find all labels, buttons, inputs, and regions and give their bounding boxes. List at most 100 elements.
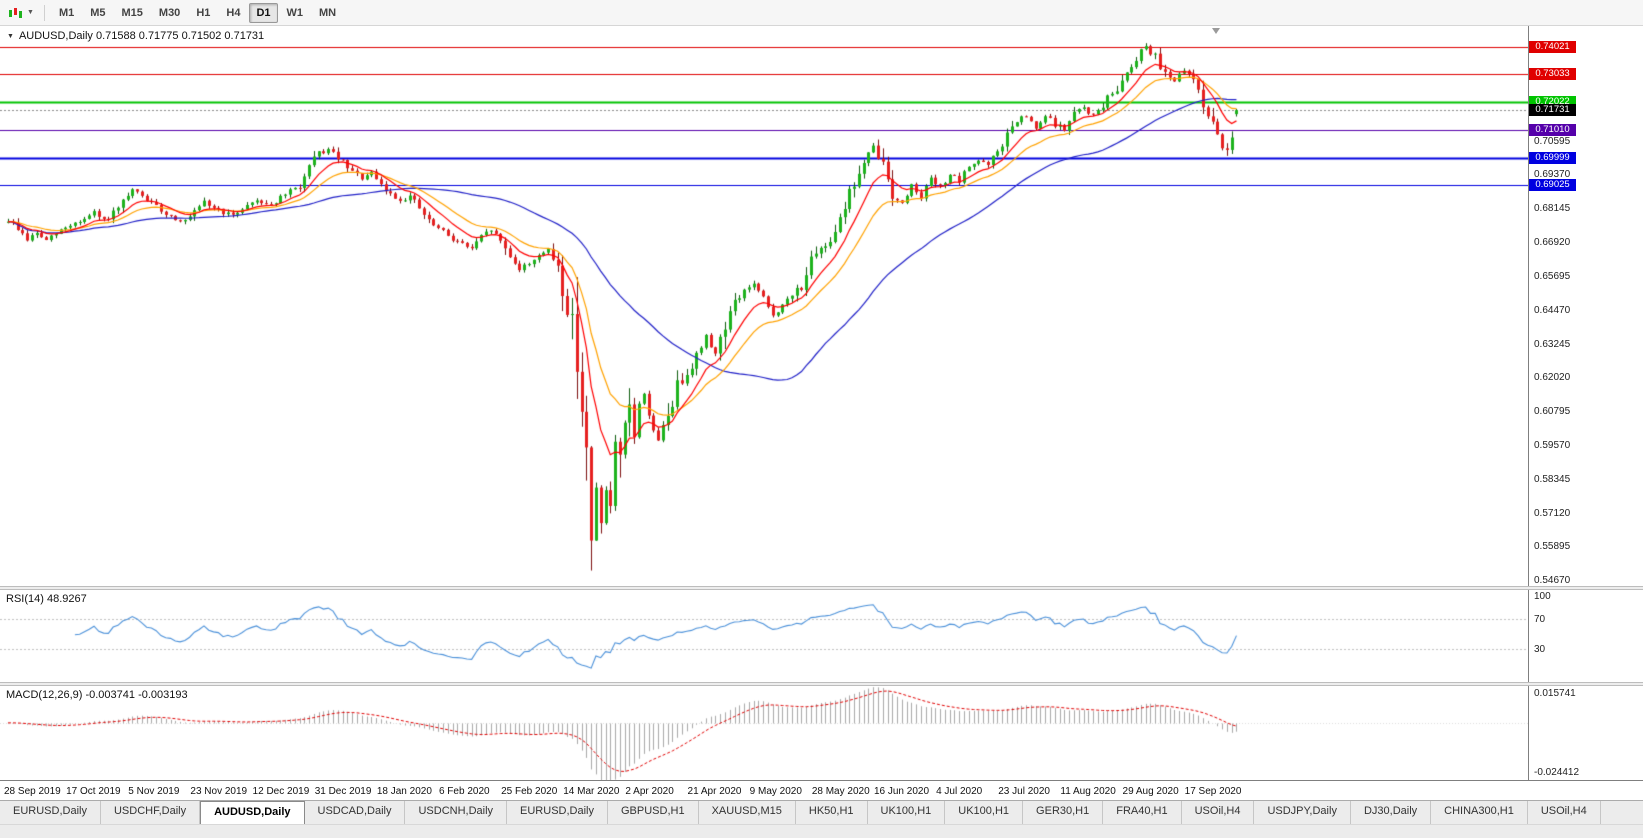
price-axis-label: 0.62020 — [1534, 372, 1571, 384]
chart-tab-dj30-daily[interactable]: DJ30,Daily — [1351, 801, 1432, 824]
price-axis-label: 0.65695 — [1534, 270, 1571, 282]
chart-tab-usdjpy-daily[interactable]: USDJPY,Daily — [1254, 801, 1351, 824]
macd-chart-canvas[interactable] — [0, 686, 1528, 780]
pane-divider-macd[interactable] — [0, 682, 1643, 686]
time-axis-label: 9 May 2020 — [749, 786, 802, 797]
price-axis-label: 0.70595 — [1534, 135, 1571, 147]
timeframe-button-d1[interactable]: D1 — [249, 2, 278, 23]
chart-tab-fra40-h1[interactable]: FRA40,H1 — [1103, 801, 1182, 824]
time-axis-label: 17 Oct 2019 — [66, 786, 121, 797]
top-toolbar: ▼ M1 M5 M15 M30 H1 H4 D1 W1 MN — [0, 0, 1643, 26]
price-axis-label: 0.60795 — [1534, 406, 1571, 418]
price-pane: ▼ AUDUSD,Daily 0.71588 0.71775 0.71502 0… — [0, 26, 1643, 586]
chart-tab-hk50-h1[interactable]: HK50,H1 — [796, 801, 868, 824]
chart-tab-china300-h1[interactable]: CHINA300,H1 — [1431, 801, 1528, 824]
price-axis-label: 0.69370 — [1534, 169, 1571, 181]
price-line-tag: 0.69025 — [1529, 178, 1576, 191]
price-chart-canvas[interactable] — [0, 26, 1528, 586]
macd-axis[interactable]: 0.015741 -0.024412 — [1528, 686, 1643, 780]
time-axis-label: 5 Nov 2019 — [128, 786, 180, 797]
price-line-tag: 0.69999 — [1529, 152, 1576, 165]
macd-plot: MACD(12,26,9) -0.003741 -0.003193 — [0, 686, 1528, 780]
rsi-indicator-label: RSI(14) 48.9267 — [6, 593, 87, 605]
time-axis-label: 25 Feb 2020 — [501, 786, 558, 797]
price-line-tag: 0.73033 — [1529, 68, 1576, 81]
rsi-axis-label: 30 — [1534, 644, 1546, 656]
price-axis[interactable]: 0.70595 0.69370 0.68145 0.66920 0.65695 0.644… — [1528, 26, 1643, 586]
time-axis-label: 29 Aug 2020 — [1122, 786, 1179, 797]
time-axis-label: 23 Jul 2020 — [998, 786, 1050, 797]
price-axis-label: 0.57120 — [1534, 507, 1571, 519]
chart-tab-eurusd-daily[interactable]: EURUSD,Daily — [0, 801, 101, 824]
chart-window: ▼ AUDUSD,Daily 0.71588 0.71775 0.71502 0… — [0, 26, 1643, 802]
chart-tab-usdcnh-daily[interactable]: USDCNH,Daily — [405, 801, 508, 824]
timeframe-button-h4[interactable]: H4 — [226, 6, 241, 19]
chart-tab-audusd-daily[interactable]: AUDUSD,Daily — [200, 801, 305, 824]
rsi-axis[interactable]: 100 70 30 — [1528, 590, 1643, 682]
price-line-tag: 0.74021 — [1529, 40, 1576, 53]
chart-shift-marker-icon[interactable] — [1212, 28, 1220, 34]
chart-tab-usoil-h4[interactable]: USOil,H4 — [1528, 801, 1601, 824]
chart-tab-ger30-h1[interactable]: GER30,H1 — [1023, 801, 1104, 824]
chart-type-icon[interactable] — [6, 5, 26, 21]
price-axis-label: 0.63245 — [1534, 338, 1571, 350]
time-axis-label: 4 Jul 2020 — [936, 786, 983, 797]
bid-price-tag: 0.71731 — [1529, 104, 1576, 117]
timeframe-button-m30[interactable]: M30 — [158, 6, 181, 19]
price-axis-label: 0.59570 — [1534, 440, 1571, 451]
chart-tab-uk100-h1[interactable]: UK100,H1 — [945, 801, 1024, 824]
time-axis-label: 16 Jun 2020 — [873, 786, 930, 797]
chart-tab-bar: EURUSD,Daily USDCHF,Daily AUDUSD,Daily USDC… — [0, 800, 1643, 824]
rsi-axis-label: 70 — [1534, 613, 1546, 625]
time-axis-label: 11 Aug 2020 — [1060, 786, 1116, 797]
price-axis-label: 0.66920 — [1534, 237, 1571, 249]
price-plot: ▼ AUDUSD,Daily 0.71588 0.71775 0.71502 0… — [0, 26, 1528, 586]
mini-candles-icon — [9, 7, 22, 18]
chart-type-dropdown-caret[interactable]: ▼ — [27, 9, 34, 16]
price-axis-label: 0.58345 — [1534, 473, 1571, 485]
price-line-tag: 0.71010 — [1529, 124, 1576, 137]
timeframe-button-mn[interactable]: MN — [319, 6, 337, 19]
price-axis-label: 0.68145 — [1534, 203, 1571, 215]
macd-axis-label-bottom: -0.024412 — [1534, 767, 1580, 778]
time-axis-label: 18 Jan 2020 — [376, 786, 432, 797]
chart-tab-usdcad-daily[interactable]: USDCAD,Daily — [305, 801, 406, 824]
chart-tab-eurusd-daily[interactable]: EURUSD,Daily — [507, 801, 608, 824]
rsi-axis-label: 100 — [1534, 591, 1551, 602]
pane-divider-rsi[interactable] — [0, 586, 1643, 590]
chart-tab-gbpusd-h1[interactable]: GBPUSD,H1 — [608, 801, 699, 824]
macd-indicator-label: MACD(12,26,9) -0.003741 -0.003193 — [6, 689, 188, 701]
chart-tab-uk100-h1[interactable]: UK100,H1 — [868, 801, 946, 824]
time-axis-label: 12 Dec 2019 — [252, 786, 310, 797]
chart-tab-usdchf-daily[interactable]: USDCHF,Daily — [101, 801, 201, 824]
macd-pane: MACD(12,26,9) -0.003741 -0.003193 0.0157… — [0, 686, 1643, 780]
time-axis-label: 28 May 2020 — [811, 786, 870, 797]
time-axis-label: 17 Sep 2020 — [1184, 786, 1242, 797]
timeframe-button-h1[interactable]: H1 — [196, 6, 211, 19]
timeframe-button-m5[interactable]: M5 — [90, 6, 106, 19]
rsi-chart-canvas[interactable] — [0, 590, 1528, 682]
chart-tab-xauusd-m15[interactable]: XAUUSD,M15 — [699, 801, 796, 824]
toolbar-separator — [43, 4, 45, 21]
chart-tab-usoil-h4[interactable]: USOil,H4 — [1182, 801, 1255, 824]
one-click-trading-caret[interactable]: ▼ — [7, 32, 14, 40]
time-axis-label: 2 Apr 2020 — [625, 786, 674, 797]
timeframe-button-m1[interactable]: M1 — [58, 6, 75, 19]
rsi-plot: RSI(14) 48.9267 — [0, 590, 1528, 682]
time-axis-label: 31 Dec 2019 — [314, 786, 372, 797]
time-axis[interactable]: 28 Sep 2019 17 Oct 2019 5 Nov 2019 23 Nov 2… — [0, 780, 1643, 802]
timeframe-button-m15[interactable]: M15 — [121, 6, 143, 19]
timeframe-button-w1[interactable]: W1 — [286, 6, 304, 19]
time-axis-label: 14 Mar 2020 — [563, 786, 620, 797]
status-strip — [0, 824, 1643, 838]
price-axis-label: 0.55895 — [1534, 541, 1571, 553]
time-axis-label: 6 Feb 2020 — [438, 786, 490, 797]
time-axis-label: 23 Nov 2019 — [190, 786, 248, 797]
time-axis-label: 28 Sep 2019 — [4, 786, 61, 797]
price-axis-label: 0.64470 — [1534, 304, 1571, 316]
rsi-pane: RSI(14) 48.9267 100 70 30 — [0, 590, 1643, 682]
time-axis-label: 21 Apr 2020 — [687, 786, 742, 797]
price-axis-label: 0.54670 — [1534, 575, 1571, 587]
timeframe-button-group: M1 M5 M15 M30 H1 H4 D1 W1 MN — [52, 2, 345, 23]
macd-axis-label-top: 0.015741 — [1534, 688, 1576, 699]
